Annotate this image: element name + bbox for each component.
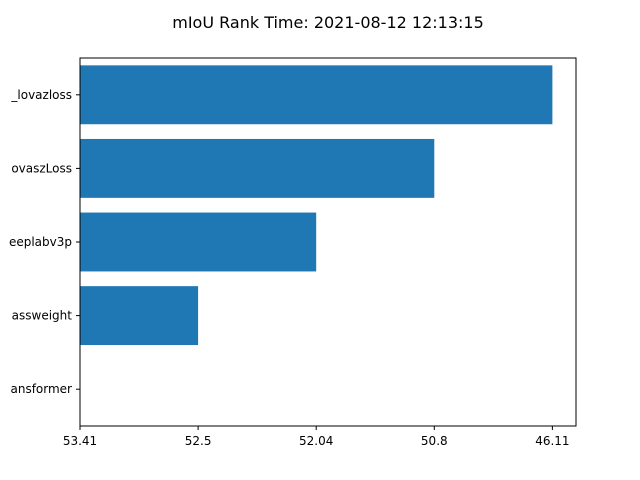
bar-3 (80, 286, 199, 346)
y-tick-label-2: eeplabv3p (9, 235, 72, 249)
bar-0 (80, 65, 553, 125)
x-axis: 53.41 52.5 52.04 50.8 46.11 (63, 426, 570, 448)
bars-group (80, 65, 553, 346)
y-tick-label-1: ovaszLoss (11, 161, 72, 175)
y-tick-label-4: ansformer (10, 382, 72, 396)
x-tick-label-0: 53.41 (63, 434, 97, 448)
chart-title: mIoU Rank Time: 2021-08-12 12:13:15 (172, 13, 484, 32)
x-tick-label-1: 52.5 (185, 434, 212, 448)
y-tick-label-0: _lovazloss (10, 88, 72, 102)
x-tick-label-4: 46.11 (535, 434, 569, 448)
x-tick-label-3: 50.8 (421, 434, 448, 448)
y-axis: _lovazloss ovaszLoss eeplabv3p assweight ans… (9, 88, 80, 396)
x-tick-label-2: 52.04 (299, 434, 333, 448)
bar-2 (80, 212, 317, 272)
bar-1 (80, 138, 435, 198)
y-tick-label-3: assweight (12, 309, 73, 323)
